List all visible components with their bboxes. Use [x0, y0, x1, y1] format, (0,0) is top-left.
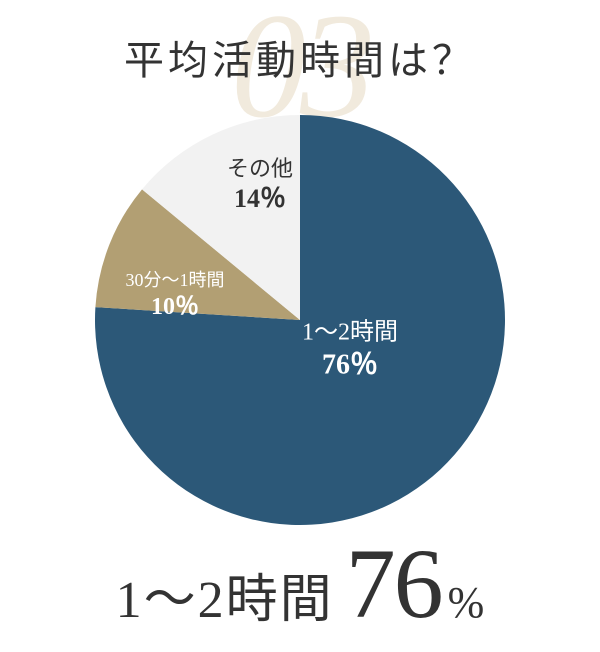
slice-label-main-percent: 76％ [302, 348, 398, 383]
slice-label-main: 1～2時間 76％ [302, 318, 398, 383]
chart-title: 平均活動時間は？ [0, 28, 600, 86]
slice-label-mid-percent: 10％ [126, 291, 225, 321]
slice-label-mid: 30分～1時間 10％ [126, 269, 225, 322]
summary-category: 1～2時間 [116, 572, 334, 629]
slice-label-main-text: 1～2時間 [302, 318, 398, 348]
summary-percent-sign: % [448, 578, 485, 627]
slice-label-mid-text: 30分～1時間 [126, 269, 225, 292]
slice-label-other: その他 14％ [227, 155, 293, 215]
summary-line: 1～2時間 76 % [0, 534, 600, 634]
summary-value: 76 [346, 528, 442, 639]
slice-label-other-text: その他 [227, 155, 293, 183]
slice-label-other-percent: 14％ [227, 183, 293, 216]
